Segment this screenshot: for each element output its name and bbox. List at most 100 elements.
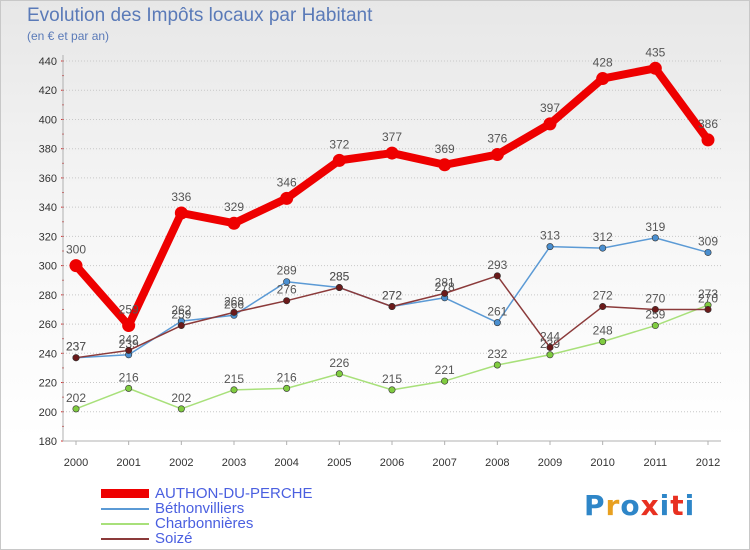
data-label: 386: [698, 117, 718, 131]
data-label: 259: [171, 308, 191, 322]
data-label: 372: [329, 137, 349, 151]
data-label: 319: [645, 220, 665, 234]
data-point: [599, 244, 607, 252]
data-label: 242: [119, 332, 139, 346]
x-tick-label: 2008: [485, 457, 509, 469]
data-point: [230, 386, 238, 394]
data-label: 289: [277, 264, 297, 278]
legend-label-authon: AUTHON-DU-PERCHE: [155, 485, 313, 502]
data-point: [493, 361, 501, 369]
data-point: [543, 117, 557, 131]
y-tick-label: 180: [39, 436, 57, 448]
chart-title: Evolution des Impôts locaux par Habitant: [27, 5, 373, 26]
data-label: 336: [171, 190, 191, 204]
data-label: 226: [329, 356, 349, 370]
data-label: 397: [540, 101, 560, 115]
data-point: [69, 259, 83, 273]
data-label: 377: [382, 130, 402, 144]
x-tick-label: 2003: [222, 457, 246, 469]
y-tick-label: 320: [39, 231, 57, 243]
x-tick-label: 2004: [274, 457, 298, 469]
data-label: 272: [382, 289, 402, 303]
x-tick-label: 2006: [380, 457, 404, 469]
data-point: [441, 377, 449, 385]
x-tick-label: 2007: [432, 457, 456, 469]
data-label: 293: [487, 258, 507, 272]
data-label: 346: [277, 175, 297, 189]
data-point: [283, 278, 291, 286]
legend-swatch-bethonvilliers: [101, 508, 149, 510]
data-point: [596, 72, 610, 86]
data-point: [332, 153, 346, 167]
data-label: 270: [645, 291, 665, 305]
data-point: [177, 322, 185, 330]
data-point: [493, 319, 501, 327]
legend-label-bethonvilliers: Béthonvilliers: [155, 500, 245, 517]
x-tick-label: 2000: [64, 457, 88, 469]
data-point: [122, 319, 136, 333]
data-point: [546, 351, 554, 359]
data-label: 221: [435, 363, 455, 377]
proxiti-logo: Proxiti: [584, 489, 695, 522]
data-label: 259: [119, 303, 139, 317]
y-tick-label: 220: [39, 378, 57, 390]
data-label: 435: [645, 45, 665, 59]
data-point: [385, 146, 399, 160]
data-point: [651, 322, 659, 330]
logo-letter: x: [640, 489, 660, 522]
data-label: 285: [329, 270, 349, 284]
data-point: [490, 148, 504, 162]
y-tick-label: 260: [39, 319, 57, 331]
data-point: [230, 308, 238, 316]
legend-swatch-authon: [101, 489, 149, 498]
data-point: [546, 343, 554, 351]
logo-letter: t: [670, 489, 685, 522]
data-label: 237: [66, 340, 86, 354]
data-label: 268: [224, 294, 244, 308]
y-tick-label: 380: [39, 144, 57, 156]
x-tick-label: 2012: [696, 457, 720, 469]
x-tick-label: 2002: [169, 457, 193, 469]
x-tick-label: 2009: [538, 457, 562, 469]
data-label: 215: [382, 372, 402, 386]
data-label: 216: [119, 370, 139, 384]
data-label: 428: [593, 56, 613, 70]
data-label: 300: [66, 243, 86, 257]
legend-swatch-charbonnieres: [101, 523, 149, 525]
data-point: [704, 248, 712, 256]
data-point: [651, 305, 659, 313]
data-label: 272: [382, 289, 402, 303]
data-label: 202: [66, 391, 86, 405]
data-label: 237: [66, 340, 86, 354]
data-label: 248: [593, 324, 613, 338]
data-label: 329: [224, 200, 244, 214]
data-point: [335, 370, 343, 378]
data-point: [438, 158, 452, 172]
data-point: [701, 133, 715, 147]
x-tick-label: 2010: [590, 457, 614, 469]
x-tick-label: 2011: [644, 457, 668, 469]
y-tick-label: 360: [39, 173, 57, 185]
data-point: [177, 405, 185, 413]
data-point: [125, 384, 133, 392]
logo-letter: P: [584, 489, 606, 522]
logo-letter: i: [684, 489, 696, 522]
data-label: 376: [487, 132, 507, 146]
legend-label-soize: Soizé: [155, 530, 193, 547]
data-label: 285: [329, 270, 349, 284]
data-label: 232: [487, 347, 507, 361]
y-tick-label: 280: [39, 290, 57, 302]
logo-letter: o: [620, 489, 641, 522]
y-tick-label: 400: [39, 114, 57, 126]
data-point: [72, 405, 80, 413]
data-label: 244: [540, 329, 560, 343]
x-tick-label: 2005: [327, 457, 351, 469]
data-label: 278: [435, 280, 455, 294]
data-point: [335, 284, 343, 292]
data-point: [648, 61, 662, 75]
data-point: [704, 305, 712, 313]
data-point: [227, 216, 241, 230]
data-label: 273: [698, 287, 718, 301]
y-tick-label: 240: [39, 348, 57, 360]
